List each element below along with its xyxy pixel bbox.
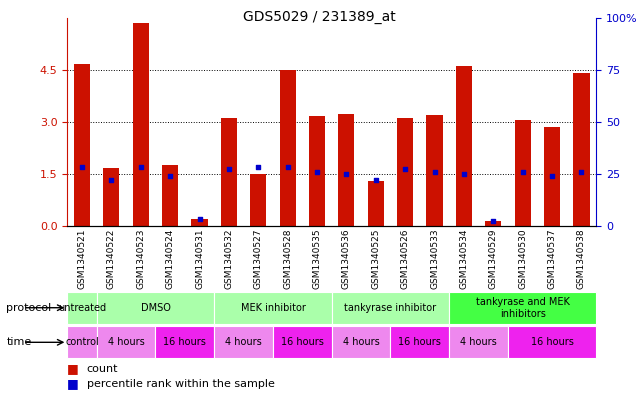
Text: GSM1340535: GSM1340535 — [313, 228, 322, 289]
Text: 4 hours: 4 hours — [343, 337, 379, 347]
Text: 16 hours: 16 hours — [281, 337, 324, 347]
Text: 16 hours: 16 hours — [531, 337, 574, 347]
Text: ■: ■ — [67, 362, 79, 375]
Text: 16 hours: 16 hours — [399, 337, 441, 347]
Bar — [573, 73, 590, 226]
Bar — [456, 66, 472, 226]
Bar — [332, 292, 449, 323]
Text: 4 hours: 4 hours — [225, 337, 262, 347]
Text: 4 hours: 4 hours — [108, 337, 144, 347]
Text: GSM1340530: GSM1340530 — [518, 228, 527, 289]
Text: GSM1340534: GSM1340534 — [460, 228, 469, 289]
Text: GSM1340537: GSM1340537 — [547, 228, 556, 289]
Text: ■: ■ — [67, 377, 79, 390]
Bar — [515, 120, 531, 226]
Bar — [133, 23, 149, 226]
Point — [576, 168, 587, 174]
Bar — [426, 115, 443, 226]
Point — [165, 173, 175, 179]
Bar — [544, 127, 560, 226]
Text: MEK inhibitor: MEK inhibitor — [240, 303, 305, 313]
Bar — [368, 180, 384, 226]
Text: GDS5029 / 231389_at: GDS5029 / 231389_at — [242, 10, 395, 24]
Point — [224, 166, 234, 173]
Bar — [390, 327, 449, 358]
Text: GSM1340523: GSM1340523 — [137, 228, 146, 289]
Bar — [214, 327, 273, 358]
Point — [547, 173, 557, 179]
Bar — [67, 327, 97, 358]
Bar — [74, 64, 90, 226]
Text: 16 hours: 16 hours — [163, 337, 206, 347]
Bar — [449, 292, 596, 323]
Bar — [162, 165, 178, 226]
Point — [77, 164, 87, 171]
Bar — [332, 327, 390, 358]
Bar — [485, 221, 501, 226]
Bar — [97, 292, 214, 323]
Bar — [508, 327, 596, 358]
Text: tankyrase inhibitor: tankyrase inhibitor — [344, 303, 437, 313]
Bar — [279, 70, 296, 226]
Bar — [309, 116, 325, 226]
Text: GSM1340527: GSM1340527 — [254, 228, 263, 289]
Point — [194, 216, 204, 222]
Text: GSM1340538: GSM1340538 — [577, 228, 586, 289]
Text: GSM1340521: GSM1340521 — [78, 228, 87, 289]
Text: GSM1340525: GSM1340525 — [371, 228, 380, 289]
Text: GSM1340536: GSM1340536 — [342, 228, 351, 289]
Text: protocol: protocol — [6, 303, 52, 313]
Text: tankyrase and MEK
inhibitors: tankyrase and MEK inhibitors — [476, 297, 570, 318]
Bar — [214, 292, 332, 323]
Text: GSM1340532: GSM1340532 — [224, 228, 233, 289]
Bar — [67, 292, 97, 323]
Point — [488, 218, 499, 224]
Bar — [338, 114, 354, 226]
Point — [400, 166, 410, 173]
Text: GSM1340522: GSM1340522 — [107, 228, 116, 288]
Text: untreated: untreated — [58, 303, 106, 313]
Point — [517, 168, 528, 174]
Bar — [250, 174, 267, 226]
Point — [106, 177, 117, 183]
Bar — [192, 219, 208, 226]
Text: DMSO: DMSO — [140, 303, 171, 313]
Bar — [97, 327, 155, 358]
Point — [253, 164, 263, 171]
Text: GSM1340529: GSM1340529 — [489, 228, 498, 289]
Text: GSM1340528: GSM1340528 — [283, 228, 292, 289]
Bar — [449, 327, 508, 358]
Bar — [273, 327, 332, 358]
Text: GSM1340524: GSM1340524 — [165, 228, 174, 288]
Bar — [103, 169, 119, 226]
Point — [341, 171, 351, 177]
Bar — [155, 327, 214, 358]
Text: percentile rank within the sample: percentile rank within the sample — [87, 378, 274, 389]
Point — [429, 168, 440, 174]
Text: time: time — [6, 337, 31, 347]
Point — [370, 177, 381, 183]
Text: GSM1340526: GSM1340526 — [401, 228, 410, 289]
Text: GSM1340531: GSM1340531 — [195, 228, 204, 289]
Text: 4 hours: 4 hours — [460, 337, 497, 347]
Point — [312, 168, 322, 174]
Bar — [397, 118, 413, 226]
Point — [459, 171, 469, 177]
Text: GSM1340533: GSM1340533 — [430, 228, 439, 289]
Bar — [221, 118, 237, 226]
Point — [283, 164, 293, 171]
Text: control: control — [65, 337, 99, 347]
Text: count: count — [87, 364, 118, 374]
Point — [136, 164, 146, 171]
